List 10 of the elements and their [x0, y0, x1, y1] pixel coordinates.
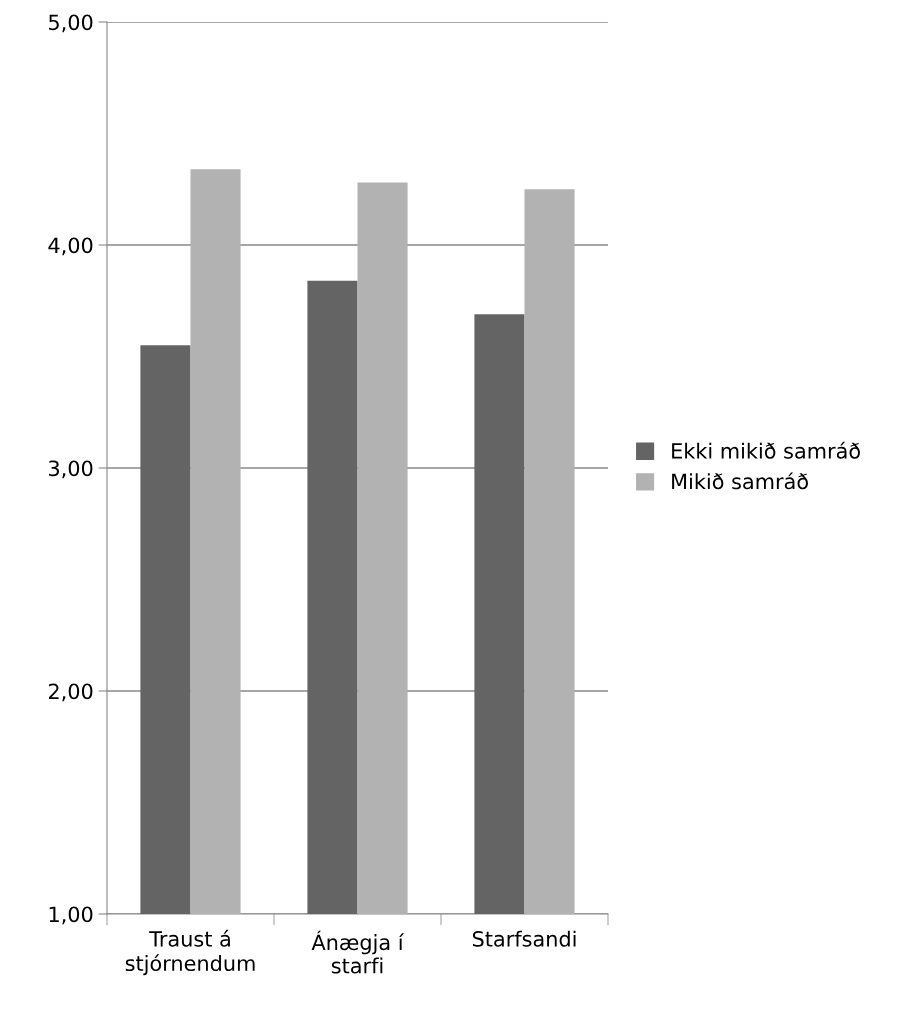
y-tick-label: 5,00 — [49, 14, 93, 33]
x-tick-label: Ánægja í starfi — [311, 930, 405, 974]
x-tick-label: Starfsandi — [472, 930, 576, 947]
legend-label: Ekki mikið samráð — [672, 441, 860, 459]
legend-label: Mikið samráð — [672, 472, 808, 490]
y-tick-label: 1,00 — [49, 906, 93, 925]
x-tick-label: Traust á stjórnendum — [125, 929, 255, 976]
y-tick-label: 4,00 — [48, 237, 93, 256]
y-tick-label: 2,00 — [48, 683, 93, 702]
y-tick-label: 3,00 — [49, 460, 93, 479]
